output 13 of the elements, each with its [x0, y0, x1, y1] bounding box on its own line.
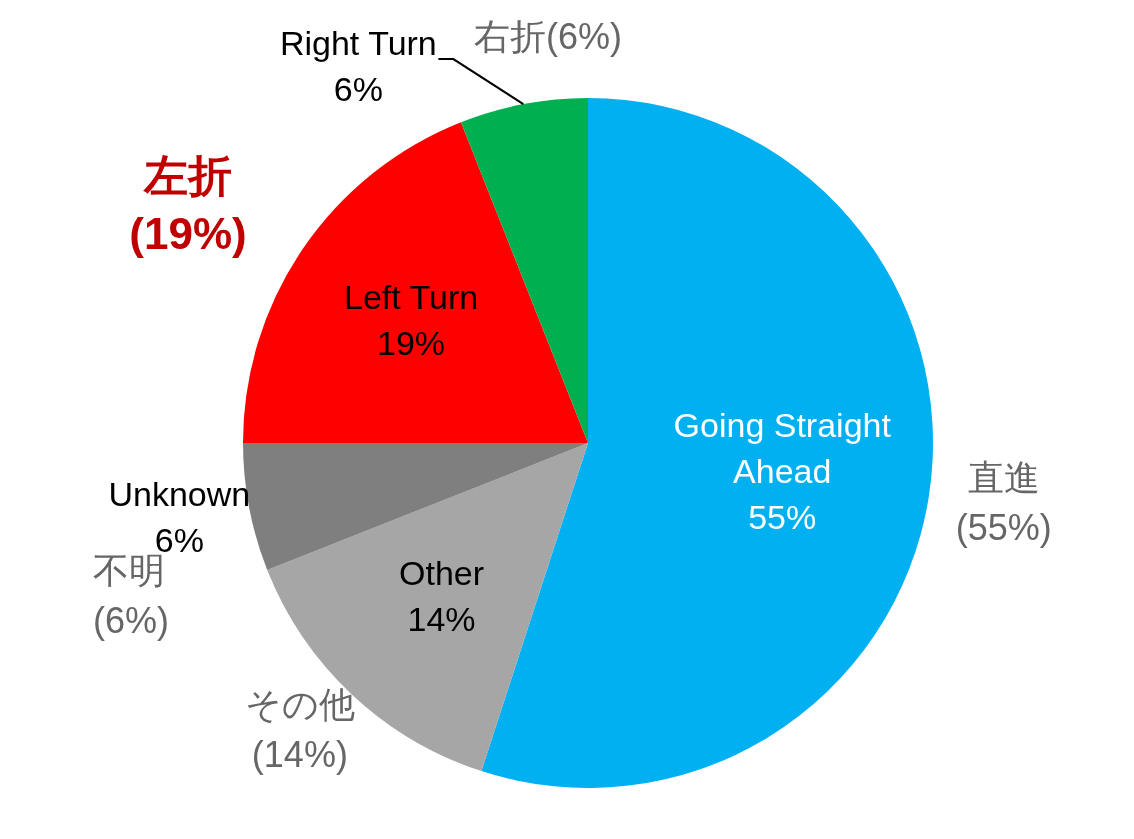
text: 直進 (55%) [955, 456, 1052, 548]
slice-label: Other [399, 554, 485, 593]
slice-label: Unknown [108, 474, 251, 513]
text: 左折 (19%) [129, 151, 247, 259]
text: 右折(6%) [473, 16, 623, 58]
slice-label: Left Turn [343, 278, 479, 317]
data-label: 55% [748, 498, 817, 537]
data-label: 6% [333, 70, 383, 109]
text: その他 (14%) [244, 684, 355, 776]
data-label: 19% [377, 324, 446, 363]
slice-label: Going Straight Ahead [673, 406, 892, 491]
slice-label: Right Turn [279, 24, 437, 63]
data-label: 14% [407, 600, 476, 639]
